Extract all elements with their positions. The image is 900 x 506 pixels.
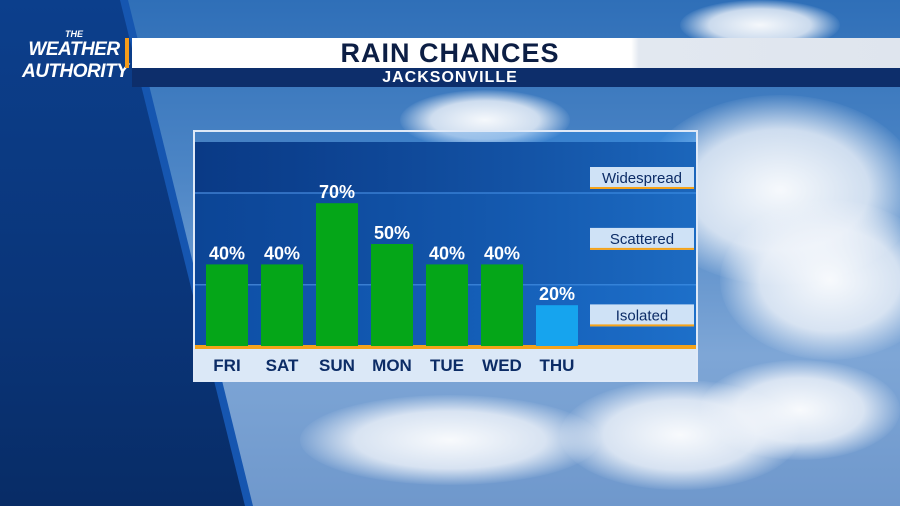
day-label-tue: TUE (430, 356, 464, 375)
rain-chance-chart: Widespread Scattered Isolated 40% FRI 40% SAT 7… (195, 132, 696, 380)
bar-thu (536, 305, 578, 346)
band-label-scattered: Scattered (610, 231, 674, 248)
bar-sun (316, 203, 358, 346)
band-label-box (590, 227, 694, 250)
band-label-isolated: Isolated (616, 307, 669, 324)
day-label-sun: SUN (319, 356, 355, 375)
day-label-wed: WED (482, 356, 522, 375)
bar-value-label: 50% (374, 223, 410, 243)
band-label-box (590, 167, 694, 189)
cloud (720, 200, 900, 360)
band-label-widespread: Widespread (602, 170, 682, 187)
bar-value-label: 40% (209, 243, 245, 263)
band-label-underline (590, 247, 694, 250)
bar-value-label: 40% (484, 243, 520, 263)
band-label-underline (590, 187, 694, 189)
bar-value-label: 40% (429, 243, 465, 263)
cloud (300, 395, 600, 485)
logo-weather: WEATHER (28, 39, 120, 60)
page-subtitle: JACKSONVILLE (382, 69, 518, 86)
bar-value-label: 70% (319, 182, 355, 202)
logo-the: THE (65, 29, 83, 39)
bar-value-label: 40% (264, 243, 300, 263)
chart-frame: Widespread Scattered Isolated 40% FRI 40% SAT 7… (193, 130, 698, 382)
bar-sat (261, 264, 303, 346)
band-label-box (590, 304, 694, 327)
bar-fri (206, 264, 248, 346)
baseline (195, 345, 696, 349)
logo-authority: AUTHORITY (22, 61, 129, 82)
day-label-fri: FRI (213, 356, 240, 375)
cloud (700, 360, 900, 460)
band-label-underline (590, 324, 694, 327)
day-label-thu: THU (540, 356, 575, 375)
day-label-mon: MON (372, 356, 412, 375)
bar-mon (371, 244, 413, 346)
day-label-sat: SAT (266, 356, 299, 375)
subtitle-bar (132, 68, 900, 87)
axis-strip (195, 346, 696, 380)
title-bar (132, 38, 900, 68)
accent-bar (125, 38, 129, 68)
station-logo: THE WEATHER AUTHORITY (22, 29, 129, 83)
bar-tue (426, 264, 468, 346)
page-title: RAIN CHANCES (340, 38, 560, 68)
bar-wed (481, 264, 523, 346)
bar-value-label: 20% (539, 284, 575, 304)
